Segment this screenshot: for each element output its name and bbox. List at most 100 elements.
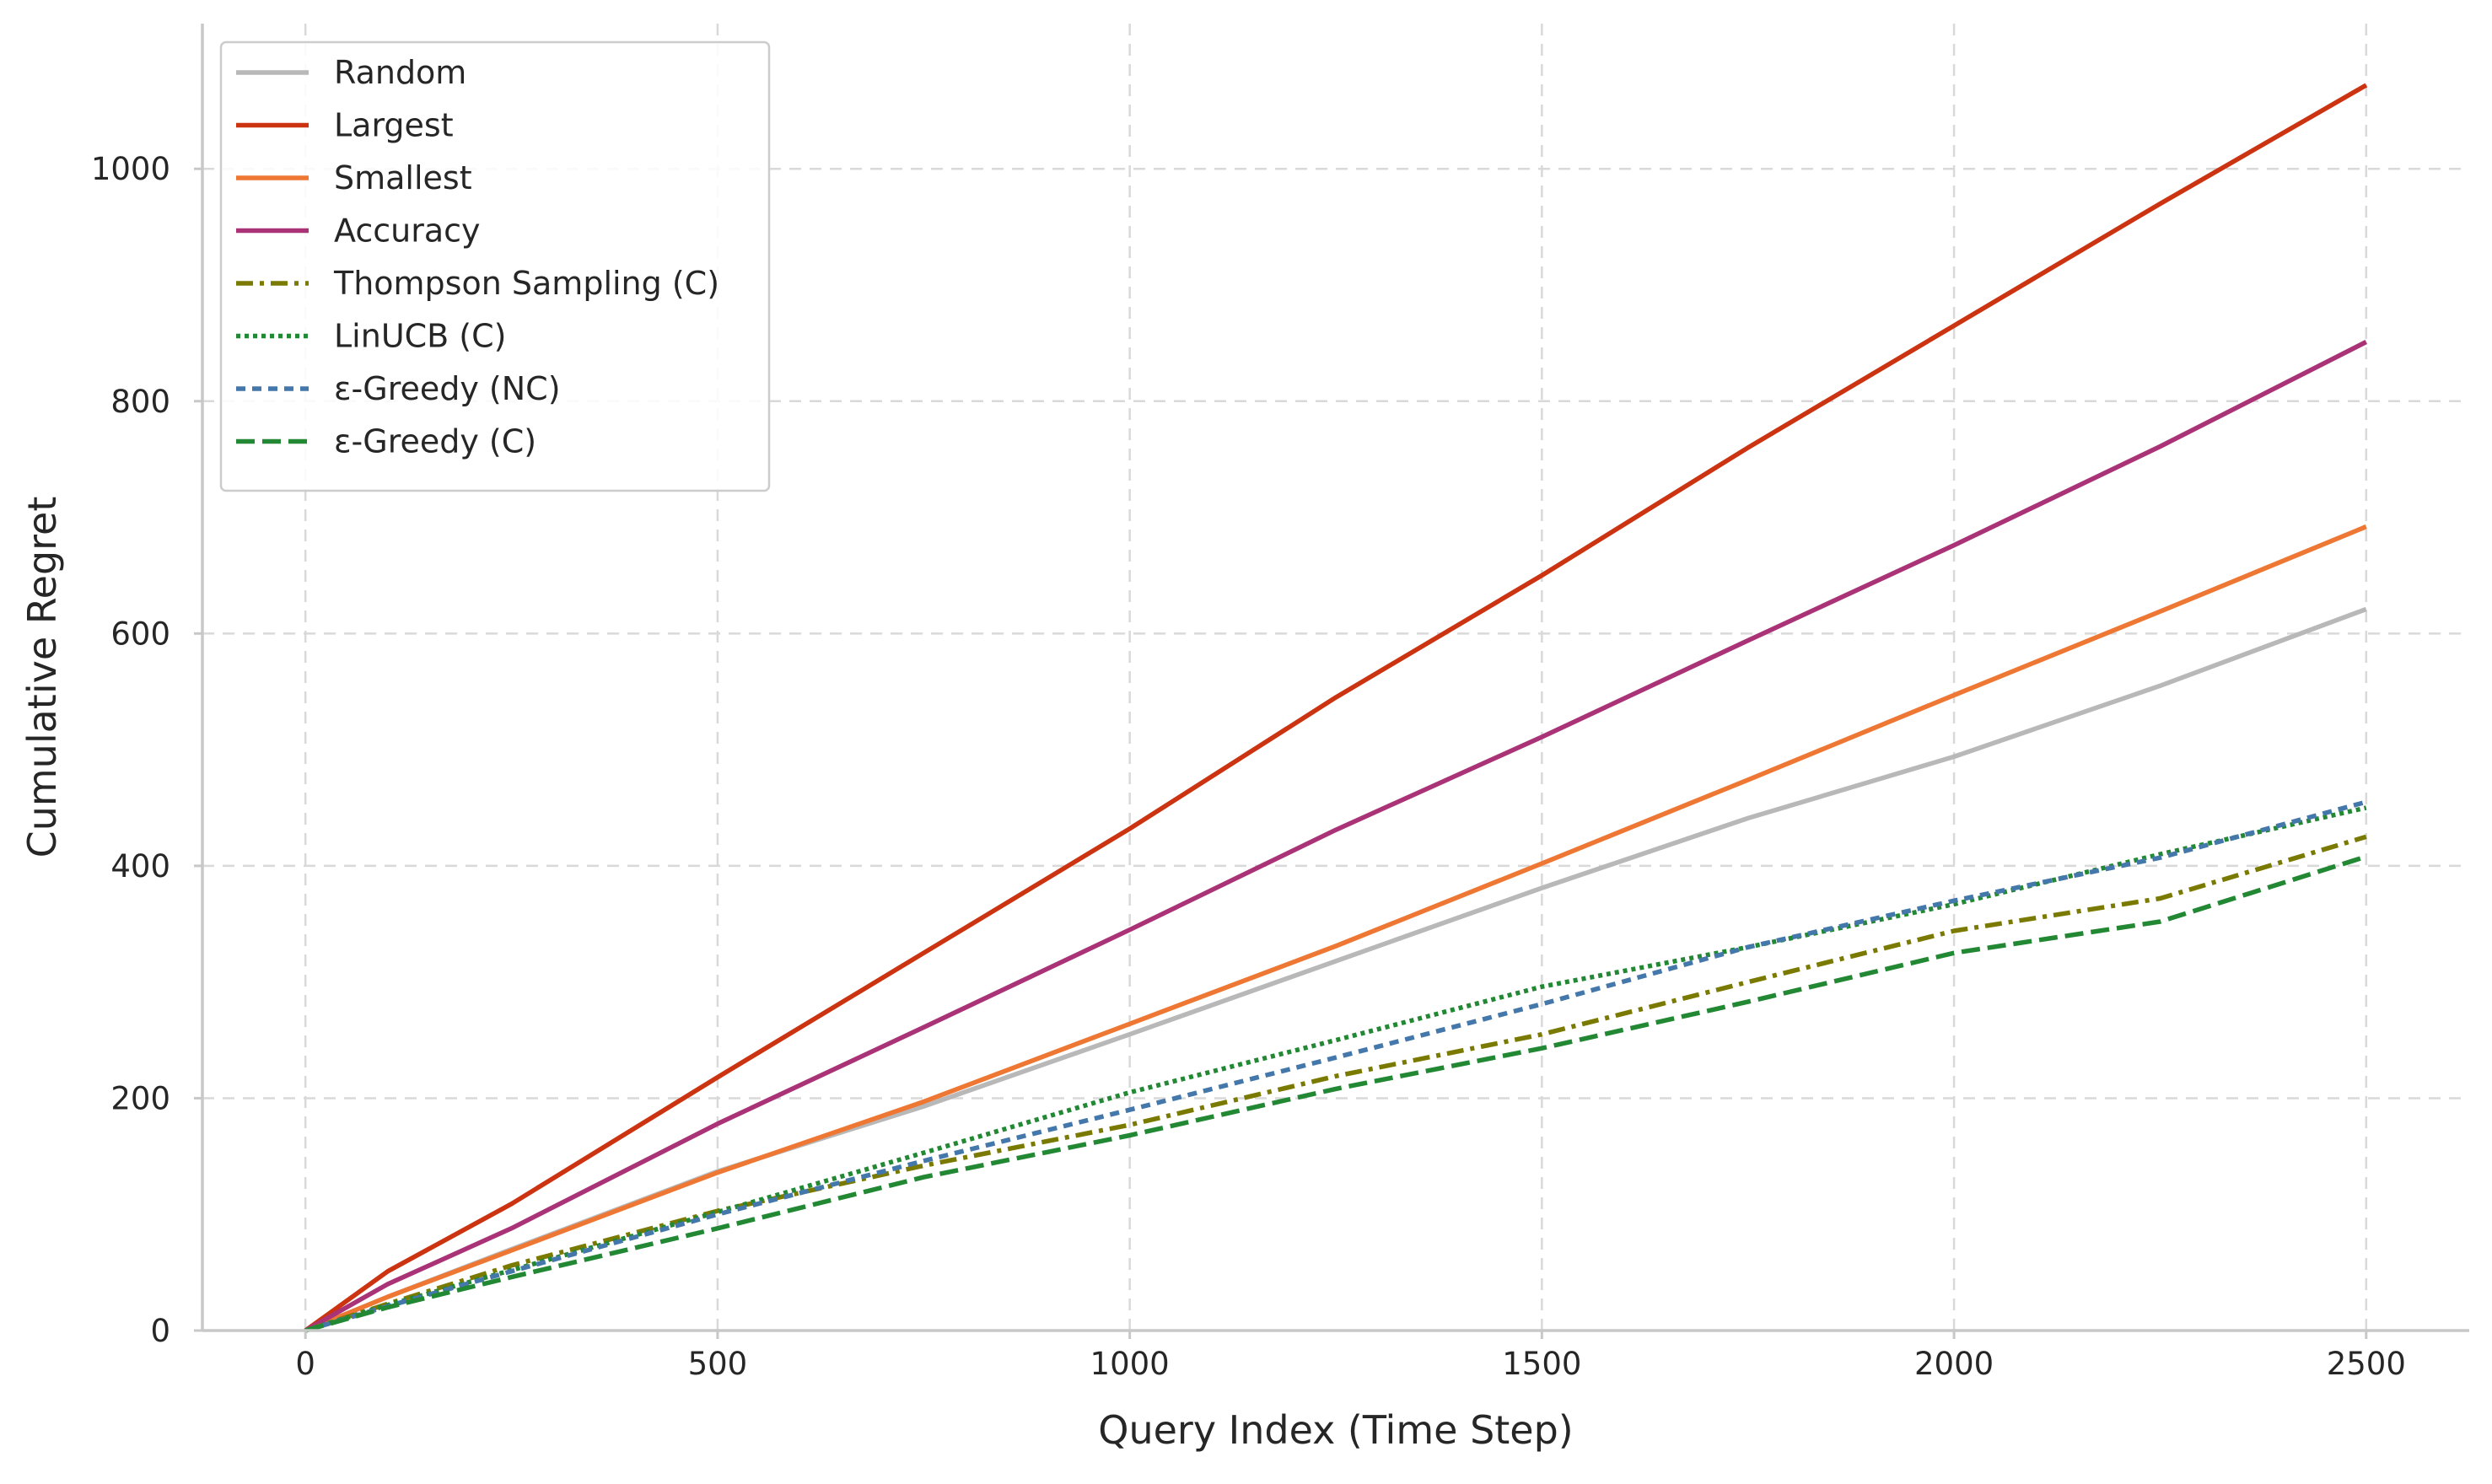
data-point [386,1296,389,1298]
data-point [510,1202,513,1205]
x-tick-label: 1500 [1502,1346,1581,1382]
data-point [1747,1001,1749,1003]
legend-item: Smallest [236,159,472,196]
data-point [1128,1124,1131,1126]
data-point [386,1306,389,1309]
x-tick-label: 1000 [1090,1346,1170,1382]
legend-item: Largest [236,107,454,144]
data-point [923,1105,925,1108]
data-point [510,1264,513,1266]
data-point [2365,608,2367,610]
legend-item: LinUCB (C) [236,318,507,355]
data-point [1541,1033,1543,1035]
data-point [1541,863,1543,865]
data-point [923,1159,925,1162]
series-line [304,606,2367,1333]
data-point [2365,801,2367,804]
data-point [1747,446,1749,449]
series-2 [304,524,2367,1333]
y-tick-label: 0 [150,1313,170,1349]
series-1 [304,83,2368,1333]
legend-item: ε-Greedy (C) [236,423,536,460]
series-line [304,834,2367,1333]
data-point [1541,735,1543,738]
legend-label: ε-Greedy (C) [334,423,536,460]
data-point [1335,960,1337,962]
data-point [1128,928,1131,931]
data-point [1953,544,1956,546]
data-point [1541,574,1543,577]
y-axis-title: Cumulative Regret [19,497,65,858]
legend-label: Largest [334,107,454,144]
data-point [923,952,925,954]
data-point [1747,639,1749,642]
data-point [1335,1039,1337,1041]
data-point [1541,1003,1543,1005]
x-axis-title: Query Index (Time Step) [1098,1407,1574,1453]
data-point [716,1171,719,1174]
series-4 [304,834,2367,1333]
data-point [2365,525,2367,528]
data-point [2159,857,2161,859]
series-7 [304,854,2367,1333]
data-point [1128,1033,1131,1035]
data-point [923,1164,925,1167]
data-point [1128,1109,1131,1111]
data-point [1747,946,1749,949]
data-point [716,1211,719,1213]
data-point [1128,1134,1131,1137]
series-5 [304,805,2367,1333]
data-point [1335,944,1337,947]
legend: Random Largest Smallest Accuracy Thompson Sa… [219,40,771,492]
x-tick-label: 500 [688,1346,748,1382]
data-point [1541,986,1543,988]
legend-label: LinUCB (C) [334,318,507,355]
data-point [510,1270,513,1272]
data-point [2159,202,2161,205]
data-point [1953,694,1956,696]
y-tick-label: 400 [110,848,170,884]
data-point [2365,341,2367,343]
data-point [1953,952,1956,954]
y-tick-label: 800 [110,384,170,420]
data-point [1747,817,1749,820]
data-point [1953,903,1956,906]
data-point [2365,836,2367,838]
data-point [1128,1023,1131,1025]
data-point [510,1249,513,1251]
data-point [2159,853,2161,856]
data-point [923,1026,925,1029]
data-point [716,1122,719,1125]
series-line [304,854,2367,1333]
series-line [304,524,2367,1333]
data-point [716,1227,719,1229]
data-point [716,1213,719,1216]
grid [202,24,2469,1331]
y-tick-label: 200 [110,1080,170,1116]
series-3 [304,340,2368,1333]
data-point [923,1152,925,1154]
series-line [304,799,2367,1333]
data-point [1953,900,1956,902]
data-point [2365,84,2367,87]
data-point [2365,855,2367,858]
data-point [1128,1091,1131,1094]
tick-labels: 0 500 1000 1500 2000 2500 0 200 400 600 800 1000 [91,151,2406,1382]
data-point [1335,1075,1337,1078]
data-point [1541,887,1543,890]
series-6 [304,799,2367,1333]
data-point [510,1276,513,1278]
data-point [2159,445,2161,448]
data-point [1335,696,1337,699]
data-point [2159,921,2161,923]
data-point [1747,981,1749,983]
data-point [2159,897,2161,900]
legend-item: Thompson Sampling (C) [236,265,719,302]
series-0 [304,606,2367,1333]
series-line [304,83,2368,1333]
data-point [1541,1047,1543,1050]
data-point [2159,610,2161,613]
axes [194,24,2469,1339]
